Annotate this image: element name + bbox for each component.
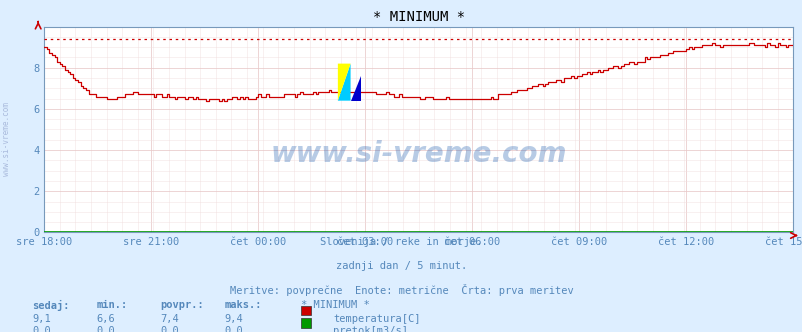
Text: temperatura[C]: temperatura[C]: [333, 314, 420, 324]
Text: 0,0: 0,0: [225, 326, 243, 332]
Text: www.si-vreme.com: www.si-vreme.com: [270, 140, 566, 168]
Text: min.:: min.:: [96, 300, 128, 310]
Text: 0,0: 0,0: [96, 326, 115, 332]
Text: Meritve: povprečne  Enote: metrične  Črta: prva meritev: Meritve: povprečne Enote: metrične Črta:…: [229, 284, 573, 296]
Polygon shape: [338, 64, 350, 101]
Text: 6,6: 6,6: [96, 314, 115, 324]
Text: 7,4: 7,4: [160, 314, 179, 324]
Text: 0,0: 0,0: [160, 326, 179, 332]
Text: 9,1: 9,1: [32, 314, 51, 324]
Text: maks.:: maks.:: [225, 300, 262, 310]
Text: Slovenija / reke in morje.: Slovenija / reke in morje.: [320, 237, 482, 247]
Text: 0,0: 0,0: [32, 326, 51, 332]
Polygon shape: [338, 64, 350, 101]
Text: povpr.:: povpr.:: [160, 300, 204, 310]
Title: * MINIMUM *: * MINIMUM *: [372, 10, 464, 24]
Text: * MINIMUM *: * MINIMUM *: [301, 300, 370, 310]
Text: 9,4: 9,4: [225, 314, 243, 324]
Text: www.si-vreme.com: www.si-vreme.com: [2, 103, 11, 176]
Polygon shape: [350, 76, 361, 101]
Text: zadnji dan / 5 minut.: zadnji dan / 5 minut.: [335, 261, 467, 271]
Text: pretok[m3/s]: pretok[m3/s]: [333, 326, 407, 332]
Text: sedaj:: sedaj:: [32, 300, 70, 311]
